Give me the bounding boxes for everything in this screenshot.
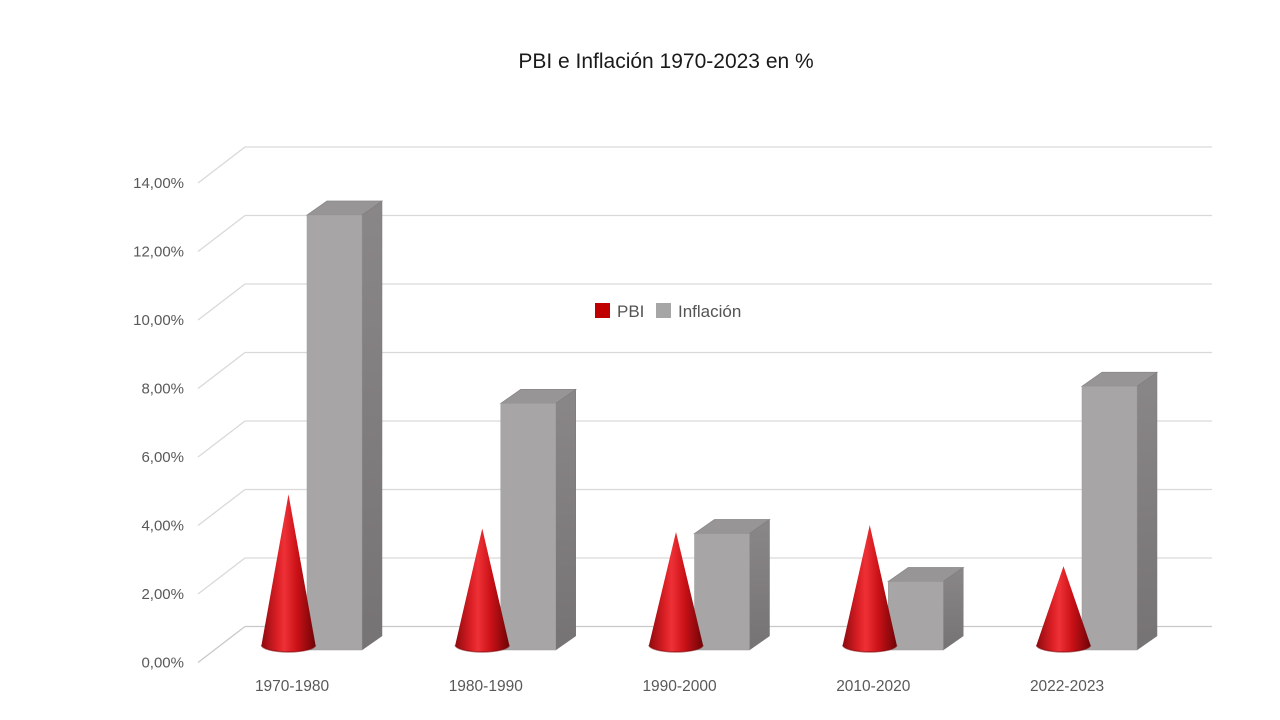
pbi-cone: [1035, 566, 1092, 653]
legend: PBI Inflación: [595, 302, 741, 321]
grid-depth-diagonal: [197, 214, 246, 253]
category-label: 2022-2023: [1030, 678, 1104, 695]
cone-body: [261, 494, 316, 652]
y-tick-label: 14,00%: [133, 175, 184, 192]
cone-base-rim: [260, 644, 317, 653]
gridlines: [197, 146, 1212, 664]
legend-label-inflacion: Inflación: [678, 302, 741, 321]
y-tick-label: 0,00%: [141, 655, 184, 672]
cone-base-rim: [1035, 644, 1092, 653]
cone-body: [1036, 566, 1091, 652]
cone-body: [455, 528, 510, 652]
grid-depth-diagonal: [197, 146, 246, 184]
inflacion-column: [499, 388, 578, 651]
column-front-face: [306, 214, 363, 651]
axis-labels: 0,00% 2,00% 4,00% 6,00% 8,00% 10,00% 12,00% 14,…: [133, 175, 1104, 695]
cone-body: [649, 531, 703, 652]
column-side-face: [749, 519, 770, 651]
y-tick-label: 8,00%: [141, 381, 184, 398]
cone-base-rim: [454, 644, 510, 653]
series: [260, 200, 1159, 653]
cone-base-rim: [648, 644, 704, 653]
column-side-face: [361, 200, 383, 651]
legend-label-pbi: PBI: [617, 302, 644, 321]
column-front-face: [1081, 386, 1138, 651]
grid-depth-diagonal: [197, 420, 246, 458]
y-tick-label: 6,00%: [141, 449, 184, 466]
column-side-face: [555, 388, 576, 651]
cone-body: [842, 525, 897, 652]
inflacion-column: [886, 567, 965, 651]
legend-swatch-inflacion: [656, 303, 671, 318]
legend-swatch-pbi: [595, 303, 610, 318]
inflacion-column: [1080, 371, 1159, 651]
grid-depth-diagonal: [197, 557, 246, 595]
column-front-face: [500, 403, 556, 651]
category-label: 1980-1990: [449, 678, 524, 695]
column-side-face: [943, 567, 964, 651]
grid-depth-diagonal: [197, 283, 246, 321]
column-front-face: [694, 533, 750, 651]
cone-base-rim: [842, 644, 898, 653]
column-front-face: [888, 581, 944, 651]
y-tick-label: 10,00%: [133, 312, 184, 329]
y-tick-label: 2,00%: [141, 586, 184, 603]
grid-depth-diagonal: [197, 488, 246, 527]
category-label: 1990-2000: [642, 678, 717, 695]
pbi-cone: [260, 494, 317, 653]
category-label: 1970-1980: [255, 678, 330, 695]
grid-depth-diagonal: [197, 351, 246, 390]
inflacion-column: [305, 200, 384, 651]
category-label: 2010-2020: [836, 678, 911, 695]
grid-depth-diagonal: [197, 625, 246, 664]
inflacion-column: [693, 519, 771, 651]
column-side-face: [1136, 371, 1158, 651]
pbi-cone: [648, 531, 704, 653]
chart-title: PBI e Inflación 1970-2023 en %: [518, 50, 813, 73]
pbi-cone: [454, 528, 510, 653]
y-tick-label: 4,00%: [141, 518, 184, 535]
y-tick-label: 12,00%: [133, 244, 184, 261]
pbi-cone: [842, 525, 898, 653]
